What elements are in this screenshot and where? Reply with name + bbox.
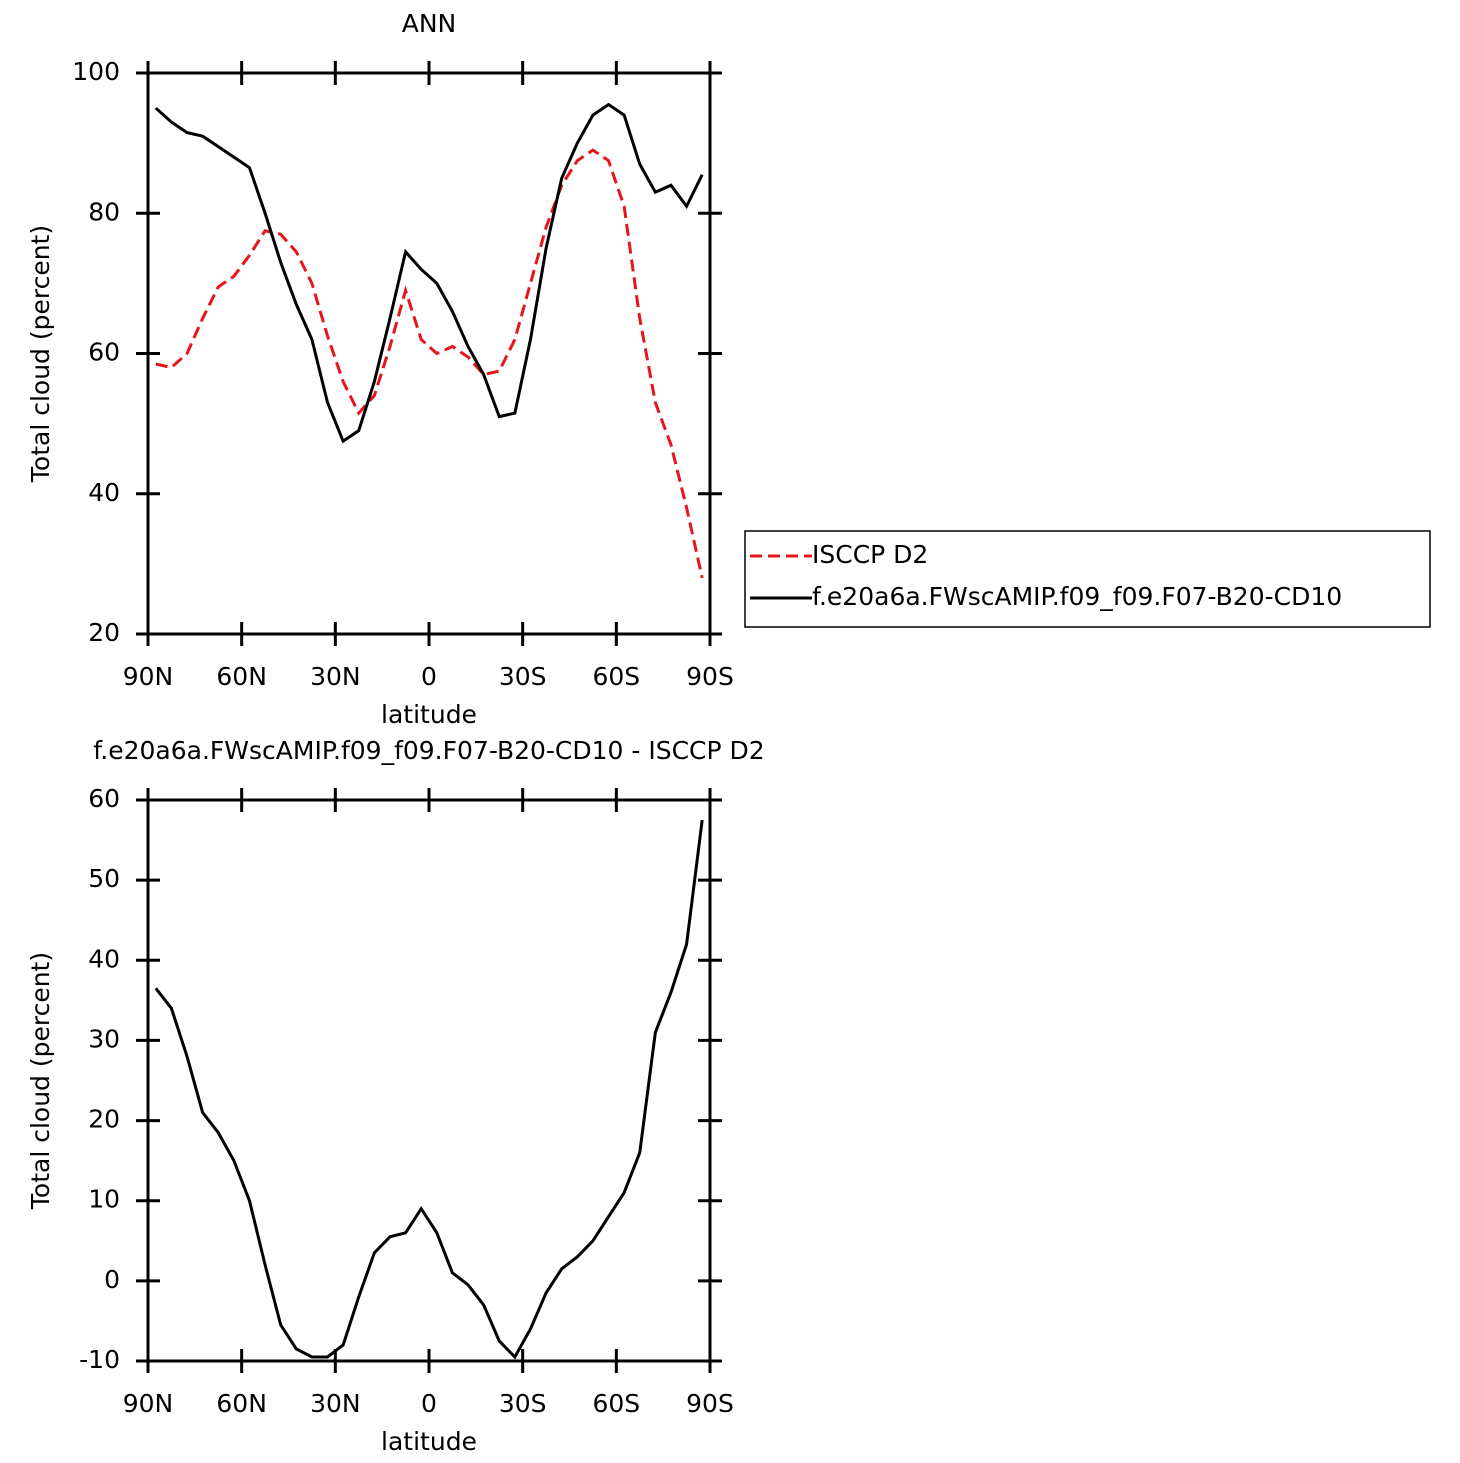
plot-frame xyxy=(146,798,712,1363)
x-axis-label: latitude xyxy=(381,1427,477,1456)
x-tick-label: 60N xyxy=(216,662,267,691)
y-axis-label: Total cloud (percent) xyxy=(26,225,55,483)
x-tick-label: 30N xyxy=(310,1389,361,1418)
y-tick-label: 60 xyxy=(88,784,120,813)
y-axis-label: Total cloud (percent) xyxy=(26,952,55,1210)
chart-title: f.e20a6a.FWscAMIP.f09_f09.F07-B20-CD10 -… xyxy=(93,736,764,765)
y-tick-label: 10 xyxy=(88,1185,120,1214)
chart-title: ANN xyxy=(402,9,457,38)
x-tick-label: 90S xyxy=(686,1389,734,1418)
y-tick-label: 100 xyxy=(72,57,120,86)
legend-box xyxy=(744,530,1431,628)
legend-label: f.e20a6a.FWscAMIP.f09_f09.F07-B20-CD10 xyxy=(812,582,1342,611)
y-tick-label: 20 xyxy=(88,1105,120,1134)
x-tick-label: 60N xyxy=(216,1389,267,1418)
y-tick-label: -10 xyxy=(79,1345,120,1374)
x-tick-label: 60S xyxy=(592,1389,640,1418)
data-line xyxy=(154,102,704,444)
x-tick-label: 30N xyxy=(310,662,361,691)
y-tick-label: 0 xyxy=(104,1265,120,1294)
x-tick-label: 90N xyxy=(123,1389,174,1418)
data-line xyxy=(154,819,704,1360)
y-tick-label: 50 xyxy=(88,864,120,893)
y-tick-label: 20 xyxy=(88,618,120,647)
x-tick-label: 60S xyxy=(592,662,640,691)
x-tick-label: 0 xyxy=(421,662,437,691)
x-tick-label: 0 xyxy=(421,1389,437,1418)
y-tick-label: 40 xyxy=(88,944,120,973)
y-tick-label: 40 xyxy=(88,478,120,507)
y-tick-label: 60 xyxy=(88,338,120,367)
x-tick-label: 30S xyxy=(499,1389,547,1418)
x-tick-label: 90S xyxy=(686,662,734,691)
x-tick-label: 90N xyxy=(123,662,174,691)
x-tick-label: 30S xyxy=(499,662,547,691)
y-tick-label: 80 xyxy=(88,197,120,226)
legend-label: ISCCP D2 xyxy=(812,540,928,569)
y-tick-label: 30 xyxy=(88,1024,120,1053)
x-axis-label: latitude xyxy=(381,700,477,729)
plot-frame xyxy=(146,71,712,636)
data-line xyxy=(155,148,704,579)
